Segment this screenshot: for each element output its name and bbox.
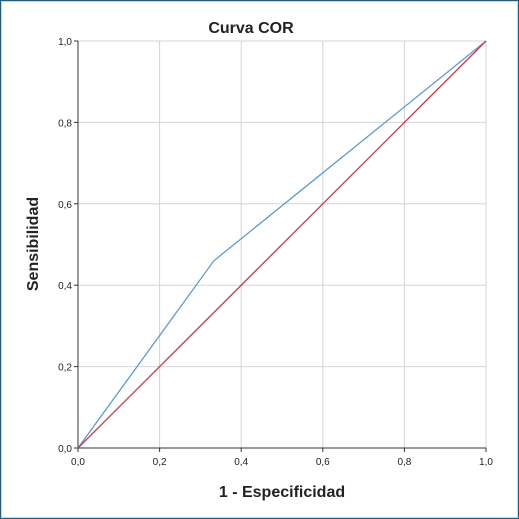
x-tick-label: 1,0	[479, 457, 493, 468]
x-ticks: 0,0 0,2 0,4 0,6 0,8 1,0	[71, 457, 493, 468]
y-axis-label: Sensibilidad	[25, 197, 42, 291]
y-tick-label: 0,0	[58, 444, 72, 455]
chart-title: Curva COR	[208, 20, 294, 37]
series-group	[77, 40, 487, 449]
x-tick-label: 0,4	[234, 457, 248, 468]
y-ticks: 0,0 0,2 0,4 0,6 0,8 1,0	[58, 37, 72, 455]
y-tick-label: 0,2	[58, 363, 72, 374]
y-tick-label: 0,8	[58, 118, 72, 129]
axes	[74, 40, 487, 452]
x-axis-label: 1 - Especificidad	[219, 484, 345, 501]
y-tick-label: 1,0	[58, 37, 72, 48]
x-tick-label: 0,8	[397, 457, 411, 468]
reference-line	[77, 40, 487, 449]
roc-curve-line	[77, 40, 487, 449]
grid	[77, 40, 487, 449]
x-tick-label: 0,6	[316, 457, 330, 468]
x-tick-label: 0,2	[153, 457, 167, 468]
y-tick-label: 0,6	[58, 200, 72, 211]
y-tick-label: 0,4	[58, 281, 72, 292]
x-tick-label: 0,0	[71, 457, 85, 468]
